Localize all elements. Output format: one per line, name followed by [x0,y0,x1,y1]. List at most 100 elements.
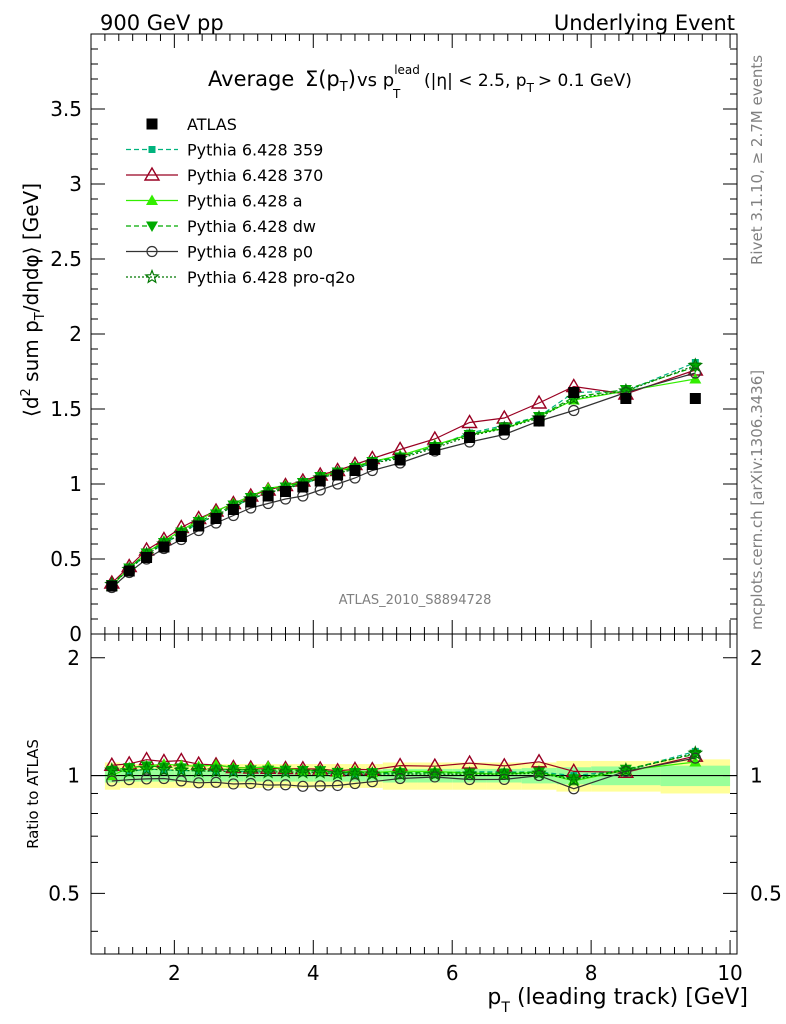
point-inv-triangle [331,767,344,779]
point-star [618,762,634,777]
point-star [687,745,704,760]
analysis-id: ATLAS_2010_S8894728 [339,593,492,608]
point-star [295,763,311,779]
point-square [148,146,156,153]
y-tick-label-main: 0 [69,622,82,646]
point-open-circle [568,404,580,417]
title-sigma: Σ(p [305,67,340,91]
point-inv-triangle [279,765,292,777]
legend-label: Pythia 6.428 359 [187,141,323,160]
header-left: 900 GeV pp [100,11,224,35]
point-star [225,763,242,779]
point-star [104,762,120,777]
legend-item-pa: Pythia 6.428 a [126,192,303,211]
point-atlas [210,513,222,524]
x-tick-label: 4 [307,961,320,985]
point-star [173,762,190,778]
point-star [121,763,137,779]
point-open-circle [140,773,153,785]
svg-text:Average Σ(pT): Average Σ(pT) [208,67,356,95]
point-inv-triangle [366,768,379,779]
legend-item-p359: Pythia 6.428 359 [126,141,323,160]
point-star [461,766,478,781]
point-triangle [689,756,702,767]
point-star [392,765,408,781]
point-inv-triangle [227,765,240,776]
point-open-triangle [461,414,478,429]
point-open-triangle [530,394,548,409]
point-inv-triangle [428,768,441,779]
point-inv-triangle [533,767,546,779]
point-atlas [262,490,274,502]
point-inv-triangle [619,385,632,396]
point-star [312,764,328,779]
point-atlas [193,520,205,532]
point-open-circle [689,752,701,764]
point-atlas [175,531,187,542]
point-star [347,765,363,781]
line-pp0 [111,372,696,588]
point-atlas [314,475,326,487]
y-tick-label-ratio: 0.5 [48,881,80,905]
x-tick-label: 8 [585,961,598,985]
point-star [364,765,381,781]
point-atlas [141,552,153,563]
point-inv-triangle [567,774,580,785]
point-atlas [227,504,239,515]
svg-text:vs plead: vs plead [357,63,420,91]
point-inv-triangle [463,768,476,779]
point-atlas [349,465,361,476]
title-vs-sub: T [392,87,401,101]
point-inv-triangle [244,765,257,776]
svg-text:(|η| < 2.5, pT> 0.1 GeV): (|η| < 2.5, pT > 0.1 GeV) [424,71,632,95]
point-star [260,763,276,779]
point-inv-triangle [146,221,158,232]
point-atlas [568,387,580,398]
point-inv-triangle [262,765,275,777]
point-open-circle [193,777,205,789]
ratio-line-p370 [111,755,696,773]
point-open-circle [331,779,344,792]
y-tick-label-ratio-right: 0.5 [750,881,782,905]
line-pa [111,378,696,587]
point-atlas [394,454,406,466]
title-cuts-sub: T [526,81,535,95]
point-open-circle [620,765,632,777]
point-atlas [464,432,476,443]
point-open-circle [146,245,158,258]
point-atlas [533,415,545,427]
title-main: Average [208,67,294,91]
main-axis-ticks: 0 0.5 1 1.5 2 2.5 3 3.5 [50,34,737,646]
point-atlas [158,541,170,553]
legend-item-atlas: ATLAS [146,115,237,134]
legend: ATLAS Pythia 6.428 359 Pythia 6.428 370 Pyt… [126,115,355,287]
ratio-line-pp0 [111,757,696,790]
legend-label: Pythia 6.428 370 [187,166,323,185]
ratio-axis-ticks: 2 4 6 8 10 0.5 0.5 1 1 2 2 [48,634,782,985]
point-star [329,765,346,781]
point-star [208,763,224,778]
y-axis-label-ratio: Ratio to ATLAS [24,739,42,849]
point-open-triangle [143,166,161,181]
legend-label: Pythia 6.428 a [187,192,303,211]
point-star [566,771,582,787]
legend-label: Pythia 6.428 dw [187,217,316,236]
title-sigma-close: ) [348,67,356,91]
y-tick-label-main: 3.5 [50,97,82,121]
x-tick-label: 10 [717,961,742,985]
point-inv-triangle [140,761,153,772]
point-atlas [332,469,344,481]
main-panel: 0 0.5 1 1.5 2 2.5 3 3.5 [50,33,738,646]
series-pa [105,373,702,591]
point-inv-triangle [210,764,223,776]
mcplots-label: mcplots.cern.ch [arXiv:1306.3436] [748,370,766,630]
plot-title: Average Σ(pT) vs plead T (|η| < 2.5, pT >… [208,63,632,101]
ratio-series-pq2o [104,745,704,787]
point-atlas [146,118,158,130]
point-atlas [429,444,441,455]
title-vs: vs p [357,70,394,91]
ratio-series-pp0 [106,752,701,795]
point-star [243,763,259,779]
legend-label: Pythia 6.428 p0 [187,243,313,262]
point-atlas [106,580,118,592]
